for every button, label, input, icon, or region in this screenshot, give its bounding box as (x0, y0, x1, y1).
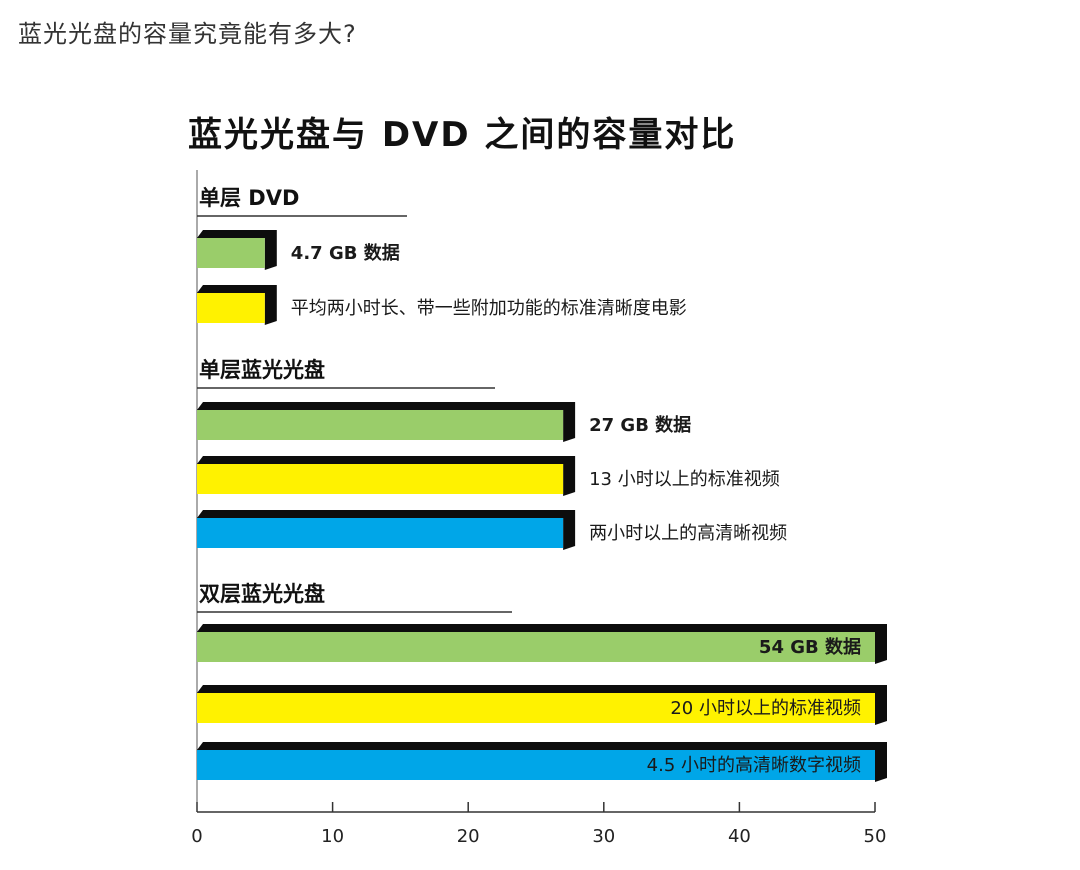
bar (197, 238, 265, 268)
chart-title: 蓝光光盘与 DVD 之间的容量对比 (188, 115, 736, 155)
bars-layer: 单层 DVD 4.7 GB 数据平均两小时长、带一些附加功能的标准清晰度电影单层蓝… (197, 186, 887, 782)
x-tick-label: 40 (728, 826, 751, 847)
bar-label: 20 小时以上的标准视频 (670, 698, 861, 719)
bar (197, 750, 875, 780)
page-heading: 蓝光光盘的容量究竟能有多大? (18, 20, 357, 48)
group-title: 双层蓝光光盘 (199, 582, 325, 606)
group-title: 单层 DVD (199, 186, 299, 210)
x-tick-label: 10 (321, 826, 344, 847)
x-tick-label: 0 (191, 826, 202, 847)
group-title: 单层蓝光光盘 (199, 358, 325, 382)
bar (197, 410, 564, 440)
bar (197, 632, 875, 662)
x-tick-label: 50 (864, 826, 887, 847)
bar-label: 4.7 GB 数据 (291, 242, 400, 264)
bar-label: 两小时以上的高清晰视频 (589, 523, 787, 544)
x-tick-label: 20 (457, 826, 480, 847)
bar-label: 13 小时以上的标准视频 (589, 469, 780, 490)
bar (197, 518, 564, 548)
bar-label: 4.5 小时的高清晰数字视频 (647, 755, 861, 776)
bar (197, 693, 875, 723)
bar (197, 293, 265, 323)
bar-label: 27 GB 数据 (589, 414, 691, 436)
bar-label: 54 GB 数据 (759, 636, 861, 658)
bar (197, 464, 564, 494)
x-tick-label: 30 (592, 826, 615, 847)
bar-label: 平均两小时长、带一些附加功能的标准清晰度电影 (291, 298, 687, 319)
